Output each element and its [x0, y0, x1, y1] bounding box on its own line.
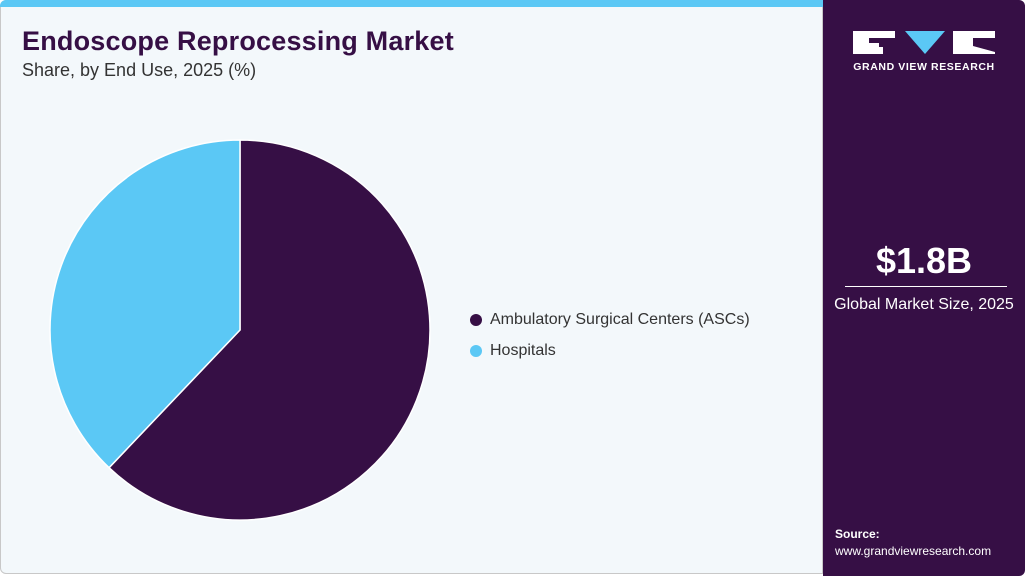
- market-size-label: Global Market Size, 2025: [834, 296, 1014, 313]
- legend-swatch: [470, 313, 482, 326]
- pie-slice-hospitals: [49, 139, 241, 469]
- sidebar: GRAND VIEW RESEARCH $1.8B Global Market …: [823, 0, 1025, 576]
- market-size-value: $1.8B: [875, 240, 973, 281]
- pie-chart: [49, 139, 431, 521]
- accent-bar: [0, 0, 823, 7]
- source-label: Source:: [835, 527, 880, 541]
- legend-label: Hospitals: [490, 341, 556, 359]
- chart-title: Endoscope Reprocessing Market: [22, 26, 454, 56]
- legend: Ambulatory Surgical Centers (ASCs) Hospi…: [470, 304, 750, 366]
- source-link[interactable]: www.grandviewresearch.com: [835, 544, 992, 558]
- pie-slice-ascs: [108, 139, 431, 521]
- source: Source: www.grandviewresearch.com: [835, 526, 991, 560]
- legend-item-hospitals: Hospitals: [470, 335, 750, 366]
- grand-view-research-logo: [853, 31, 995, 54]
- legend-label: Ambulatory Surgical Centers (ASCs): [490, 310, 750, 328]
- logo-text: GRAND VIEW RESEARCH: [853, 61, 995, 73]
- legend-item-ascs: Ambulatory Surgical Centers (ASCs): [470, 304, 750, 335]
- legend-swatch: [470, 344, 482, 357]
- chart-subtitle: Share, by End Use, 2025 (%): [22, 60, 257, 80]
- divider: [845, 286, 1007, 287]
